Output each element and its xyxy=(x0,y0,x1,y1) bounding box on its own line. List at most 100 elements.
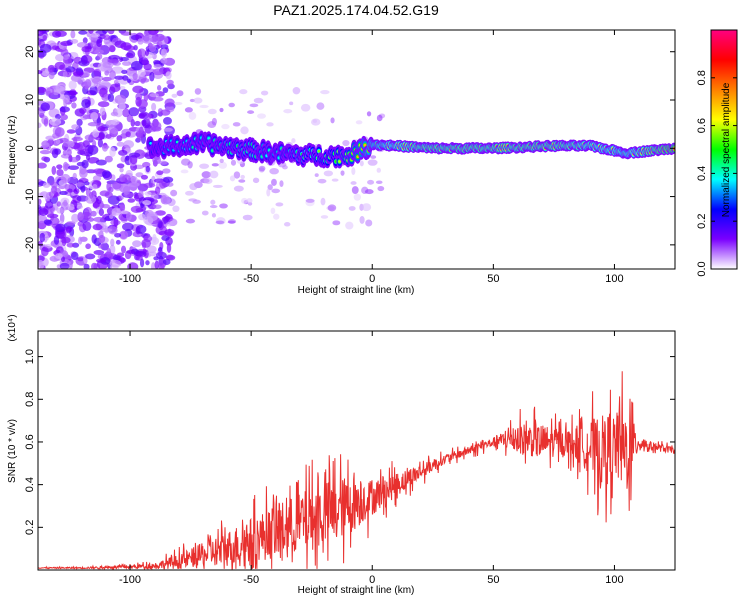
heatmap-noise-blob xyxy=(232,122,241,127)
snr-x-label: Height of straight line (km) xyxy=(298,585,415,596)
heatmap-noise-blob xyxy=(76,141,86,152)
heatmap-noise-blob xyxy=(332,220,341,226)
heatmap-noise-blob xyxy=(110,119,120,126)
heatmap-noise-blob xyxy=(92,129,100,138)
heatmap-noise-blob xyxy=(96,258,106,263)
heatmap-noise-blob xyxy=(289,101,294,106)
heatmap-noise-blob xyxy=(127,262,139,269)
heatmap-noise-blob xyxy=(38,208,49,216)
heatmap-noise-blob xyxy=(109,45,116,53)
heatmap-noise-blob xyxy=(166,231,174,237)
heatmap-noise-blob xyxy=(364,189,374,195)
heatmap-noise-blob xyxy=(180,169,189,174)
heatmap-noise-blob xyxy=(72,172,77,179)
heatmap-noise-blob xyxy=(118,102,126,111)
heatmap-ridge-blob xyxy=(356,155,360,159)
heatmap-noise-blob xyxy=(141,238,152,248)
heatmap-noise-blob xyxy=(59,213,65,224)
heatmap-noise-blob xyxy=(70,38,79,44)
heatmap-noise-blob xyxy=(85,243,91,250)
heatmap-noise-blob xyxy=(218,161,227,169)
heatmap-noise-blob xyxy=(128,152,141,158)
y-tick-label: -10 xyxy=(24,189,36,205)
heatmap-noise-blob xyxy=(351,186,359,195)
x-tick-label: 0 xyxy=(369,574,375,586)
heatmap-noise-blob xyxy=(353,193,361,201)
heatmap-noise-blob xyxy=(93,68,102,77)
heatmap-noise-blob xyxy=(96,53,103,60)
heatmap-noise-blob xyxy=(55,139,61,144)
x-tick-label: 0 xyxy=(369,273,375,285)
heatmap-noise-blob xyxy=(233,171,241,179)
heatmap-noise-blob xyxy=(154,260,160,269)
heatmap-noise-blob xyxy=(266,188,271,197)
heatmap-noise-blob xyxy=(101,204,111,209)
heatmap-noise-blob xyxy=(230,159,237,166)
heatmap-noise-blob xyxy=(79,168,88,179)
heatmap-noise-blob xyxy=(97,138,104,148)
heatmap-noise-blob xyxy=(85,154,91,161)
snr-x-ticks: -100 -50 0 50 100 xyxy=(119,331,624,586)
heatmap-noise-blob xyxy=(109,147,116,158)
heatmap-noise-blob xyxy=(76,118,83,127)
heatmap-noise-blob xyxy=(160,57,168,64)
heatmap-noise-blob xyxy=(100,221,107,227)
heatmap-noise-blob xyxy=(316,102,325,110)
heatmap-noise-blob xyxy=(122,75,129,81)
heatmap-noise-blob xyxy=(66,149,72,156)
heatmap-noise-blob xyxy=(40,102,50,112)
heatmap-noise-blob xyxy=(96,38,103,48)
heatmap-noise-blob xyxy=(67,203,75,211)
heatmap-noise-blob xyxy=(137,48,146,59)
heatmap-noise-blob xyxy=(81,46,92,53)
heatmap-noise-blob xyxy=(300,103,311,112)
heatmap-noise-blob xyxy=(146,245,157,254)
heatmap-noise-blob xyxy=(85,194,97,204)
heatmap-ridge-blob xyxy=(149,141,153,145)
heatmap-noise-blob xyxy=(267,184,273,191)
heatmap-noise-blob xyxy=(151,262,156,269)
heatmap-noise-blob xyxy=(126,78,132,83)
heatmap-noise-blob xyxy=(120,210,129,215)
heatmap-noise-blob xyxy=(201,171,211,179)
heatmap-noise-blob xyxy=(257,113,266,119)
heatmap-noise-blob xyxy=(167,198,176,207)
heatmap-noise-blob xyxy=(107,226,118,235)
heatmap-noise-blob xyxy=(98,208,105,217)
heatmap-noise-blob xyxy=(161,235,170,241)
heatmap-noise-blob xyxy=(193,97,203,104)
heatmap-noise-blob xyxy=(170,189,178,197)
heatmap-noise-blob xyxy=(252,177,260,184)
heatmap-noise-blob xyxy=(152,204,162,210)
heatmap-noise-blob xyxy=(56,168,64,177)
heatmap-noise-blob xyxy=(39,191,49,198)
heatmap-noise-blob xyxy=(39,232,46,243)
heatmap-noise-blob xyxy=(145,165,151,173)
spectrogram-y-label: Frequency (Hz) xyxy=(7,116,18,185)
heatmap-noise-blob xyxy=(90,32,100,38)
heatmap-noise-blob xyxy=(233,185,244,192)
heatmap-noise-blob xyxy=(38,198,42,206)
heatmap-noise-blob xyxy=(80,55,88,66)
heatmap-noise-blob xyxy=(73,71,84,76)
heatmap-noise-blob xyxy=(345,221,354,230)
heatmap-noise-blob xyxy=(185,218,196,224)
heatmap-noise-blob xyxy=(41,156,48,162)
heatmap-noise-blob xyxy=(68,155,73,163)
heatmap-noise-blob xyxy=(115,239,121,245)
heatmap-noise-blob xyxy=(215,220,225,225)
heatmap-ridge-blob xyxy=(175,140,179,144)
heatmap-noise-blob xyxy=(123,140,135,149)
heatmap-noise-blob xyxy=(109,214,114,219)
heatmap-noise-blob xyxy=(266,122,274,127)
heatmap-noise-blob xyxy=(203,177,213,185)
heatmap-noise-blob xyxy=(361,203,372,212)
heatmap-noise-blob xyxy=(98,234,106,244)
heatmap-noise-blob xyxy=(184,107,193,113)
x-tick-label: -100 xyxy=(119,273,141,285)
heatmap-noise-blob xyxy=(109,259,122,268)
y-tick-label: 0.6 xyxy=(24,434,36,449)
heatmap-noise-blob xyxy=(71,213,80,223)
heatmap-noise-blob xyxy=(141,35,153,44)
heatmap-noise-blob xyxy=(165,222,174,227)
